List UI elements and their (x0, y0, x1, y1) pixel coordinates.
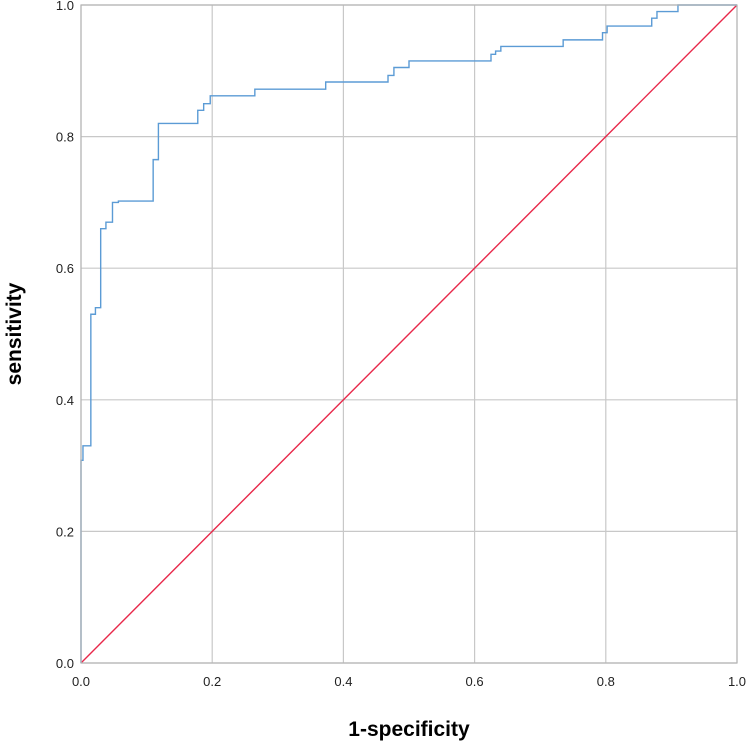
x-tick-label: 0.2 (203, 674, 221, 689)
x-tick-label: 0.8 (597, 674, 615, 689)
gridlines (80, 4, 738, 664)
series-layer (80, 4, 738, 664)
reference-diagonal-line (80, 4, 738, 664)
y-axis-title: sensitivity (3, 282, 26, 385)
y-tick-label: 0.4 (56, 393, 74, 408)
y-tick-label: 0.2 (56, 524, 74, 539)
x-tick-label: 0.6 (466, 674, 484, 689)
x-tick-label: 0.0 (72, 674, 90, 689)
y-tick-label: 0.8 (56, 130, 74, 145)
y-tick-label: 1.0 (56, 0, 74, 13)
y-tick-labels: 0.0 0.2 0.4 0.6 0.8 1.0 (56, 0, 74, 671)
x-axis-title: 1-specificity (348, 718, 470, 741)
plot-frame (80, 4, 738, 664)
y-tick-label: 0.6 (56, 261, 74, 276)
roc-curve-line (80, 4, 737, 663)
x-tick-labels: 0.0 0.2 0.4 0.6 0.8 1.0 (72, 674, 746, 689)
x-tick-label: 0.4 (334, 674, 352, 689)
x-tick-label: 1.0 (728, 674, 746, 689)
y-tick-label: 0.0 (56, 656, 74, 671)
